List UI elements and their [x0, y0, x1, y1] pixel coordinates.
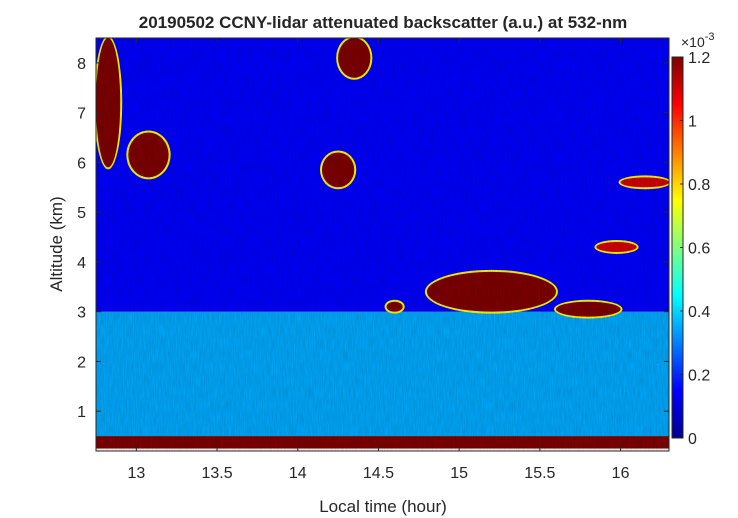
- heatmap-plot-area: [96, 38, 669, 451]
- x-axis: 13 13.5 14 14.5 15 15.5 16: [127, 38, 630, 482]
- colorbar-tick-label: 0.2: [688, 368, 710, 385]
- colorbar-exponent: ×10-3: [681, 31, 715, 50]
- x-tick-label: 15: [450, 465, 468, 482]
- y-axis-label: Altitude (km): [47, 196, 66, 291]
- y-tick-label: 8: [77, 56, 86, 73]
- colorbar-tick-label: 0: [688, 431, 697, 448]
- chart-title: 20190502 CCNY-lidar attenuated backscatt…: [139, 13, 627, 32]
- colorbar: 0 0.2 0.4 0.6 0.8 1 1.2 ×10-3: [671, 31, 715, 448]
- x-tick-label: 13: [127, 465, 145, 482]
- x-tick-label: 13.5: [201, 465, 232, 482]
- y-tick-label: 3: [77, 305, 86, 322]
- colorbar-tick-label: 0.4: [688, 304, 710, 321]
- plot-frame: [95, 37, 670, 452]
- y-tick-label: 7: [77, 106, 86, 123]
- x-axis-label: Local time (hour): [319, 497, 447, 516]
- colorbar-tick-label: 1.2: [688, 50, 710, 67]
- colorbar-exponent-power: -3: [705, 31, 715, 43]
- colorbar-tick-label: 0.8: [688, 177, 710, 194]
- x-tick-label: 14: [289, 465, 307, 482]
- x-tick-label: 14.5: [363, 465, 394, 482]
- y-axis: 1 2 3 4 5 6 7 8: [77, 56, 669, 421]
- y-tick-label: 1: [77, 404, 86, 421]
- colorbar-ticks: 0 0.2 0.4 0.6 0.8 1 1.2: [680, 50, 710, 448]
- x-tick-label: 16: [612, 465, 630, 482]
- colorbar-exponent-base: ×10: [681, 34, 705, 50]
- colorbar-tick-label: 1: [688, 114, 697, 131]
- colorbar-tick-label: 0.6: [688, 241, 710, 258]
- y-tick-label: 4: [77, 255, 86, 272]
- x-tick-label: 15.5: [524, 465, 555, 482]
- y-tick-label: 6: [77, 155, 86, 172]
- y-tick-label: 2: [77, 354, 86, 371]
- y-tick-label: 5: [77, 205, 86, 222]
